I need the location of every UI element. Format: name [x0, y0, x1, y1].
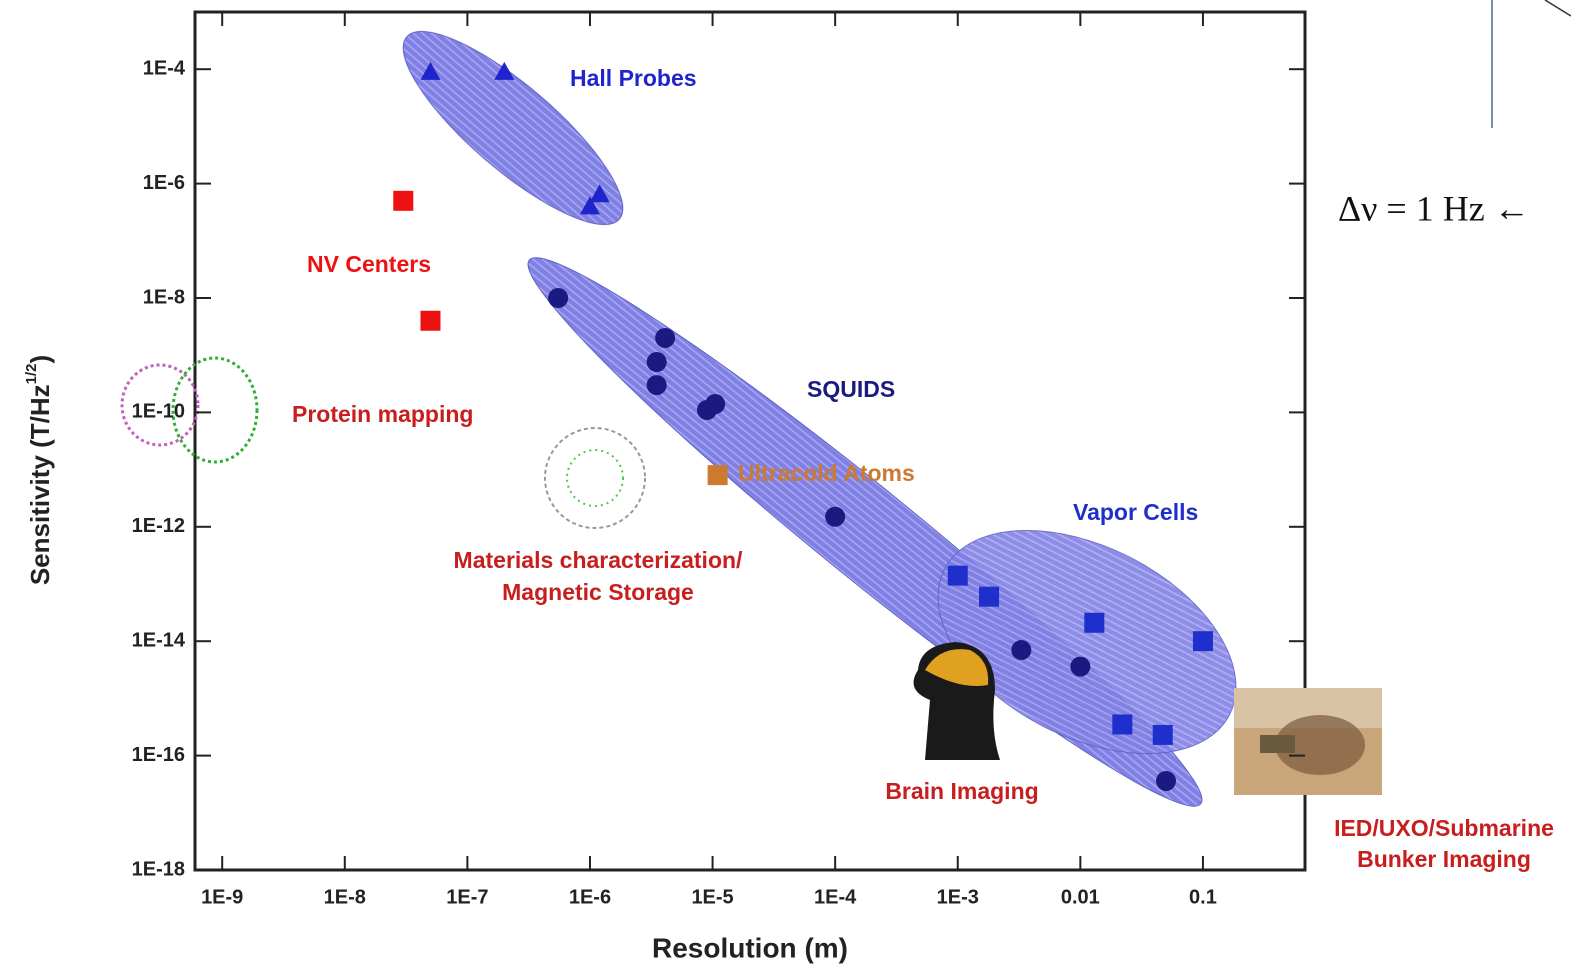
y-axis-label-text: Sensitivity (T/Hz [25, 384, 55, 585]
point [393, 191, 413, 211]
x-tick-label: 1E-5 [691, 886, 733, 908]
point [647, 352, 667, 372]
x-tick-label: 1E-3 [937, 886, 979, 908]
point [705, 394, 725, 414]
hall-region [379, 5, 646, 251]
point [1156, 771, 1176, 791]
y-tick-label: 1E-14 [132, 629, 186, 651]
x-tick-label: 0.1 [1189, 886, 1217, 908]
x-tick-label: 1E-6 [569, 886, 611, 908]
point [647, 375, 667, 395]
point [1153, 725, 1173, 745]
point [548, 288, 568, 308]
x-tick-label: 1E-7 [446, 886, 488, 908]
y-tick-label: 1E-6 [143, 172, 185, 194]
page: {"chart_data": { "type": "scatter", "xla… [0, 0, 1571, 974]
point [1011, 640, 1031, 660]
series-label: Hall Probes [570, 65, 697, 91]
chart: Resolution (m) Sensitivity (T/Hz1/2) 1E-… [0, 0, 1571, 974]
y-tick-label: 1E-10 [132, 401, 185, 423]
series-label: NV Centers [307, 251, 431, 277]
y-tick-label: 1E-4 [143, 57, 186, 79]
y-tick-label: 1E-8 [143, 286, 185, 308]
head-image [914, 642, 1000, 760]
x-tick-label: 1E-9 [201, 886, 243, 908]
point [948, 566, 968, 586]
annotation: Materials characterization/ [454, 547, 744, 573]
x-tick-label: 1E-8 [324, 886, 366, 908]
y-tick-label: 1E-16 [132, 744, 185, 766]
y-axis-label: Sensitivity (T/Hz1/2) [23, 355, 55, 585]
point [979, 587, 999, 607]
point [420, 311, 440, 331]
point [1112, 714, 1132, 734]
annotation: Δν = 1 Hz ← [1338, 188, 1530, 228]
y-axis-label-sup: 1/2 [23, 363, 40, 384]
point [825, 507, 845, 527]
annotation: Brain Imaging [885, 778, 1038, 804]
desert-image [1234, 688, 1382, 795]
annotation: Magnetic Storage [502, 579, 694, 605]
point [1193, 631, 1213, 651]
y-tick-label: 1E-12 [132, 515, 185, 537]
y-axis-label-end: ) [25, 355, 55, 364]
annotation: IED/UXO/Submarine [1334, 815, 1554, 841]
crystal-image [545, 428, 645, 528]
point [655, 328, 675, 348]
series-label: Ultracold Atoms [738, 460, 915, 486]
point [1084, 613, 1104, 633]
x-tick-label: 1E-4 [814, 886, 857, 908]
x-tick-label: 0.01 [1061, 886, 1100, 908]
point [1070, 657, 1090, 677]
y-tick-label: 1E-18 [132, 858, 185, 880]
annotation: Bunker Imaging [1357, 846, 1531, 872]
x-axis-label: Resolution (m) [652, 932, 848, 963]
divider [1545, 0, 1571, 16]
series-label: SQUIDS [807, 376, 895, 402]
point [708, 465, 728, 485]
series-label: Vapor Cells [1073, 499, 1198, 525]
annotation: Protein mapping [292, 401, 473, 427]
